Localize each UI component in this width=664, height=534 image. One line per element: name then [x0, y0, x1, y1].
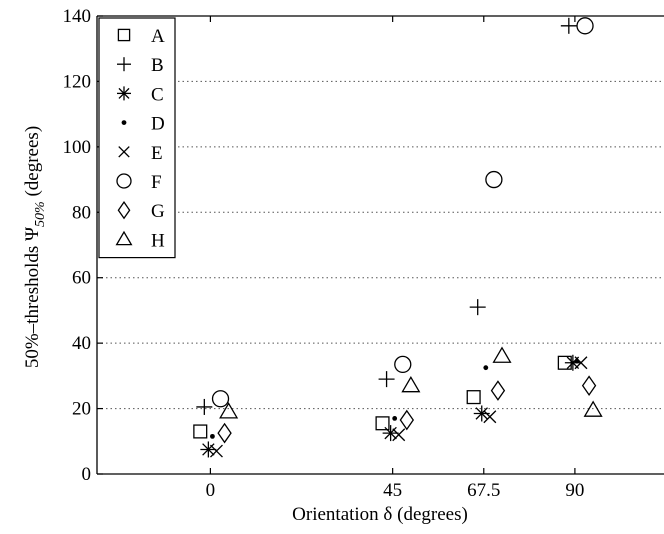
point-d-dot [392, 416, 397, 421]
point-a-square [376, 417, 389, 430]
point-b-plus [196, 399, 212, 415]
legend-label: E [151, 143, 163, 164]
point-g-diamond [583, 376, 596, 394]
y-tick-label: 100 [63, 137, 92, 158]
point-f-circle [213, 391, 229, 407]
grid-layer [97, 81, 664, 408]
point-g-diamond [400, 411, 413, 429]
y-axis-title-main: 50%–thresholds Ψ [22, 227, 43, 368]
point-a-square [194, 425, 207, 438]
y-tick-label: 20 [72, 399, 91, 420]
y-axis-title-subscript: 50% [33, 201, 48, 227]
y-axis-title-unit: (degrees) [22, 126, 43, 201]
x-tick-label: 67.5 [467, 480, 500, 501]
points-layer [194, 18, 602, 458]
y-tick-label: 80 [72, 202, 91, 223]
point-a-square [467, 391, 480, 404]
legend-label: B [151, 55, 164, 76]
point-h-triangle [494, 348, 511, 362]
point-g-diamond [492, 381, 505, 399]
point-f-circle [486, 172, 502, 188]
point-h-triangle [402, 377, 419, 391]
point-f-circle [577, 18, 593, 34]
x-tick-label: 45 [383, 480, 402, 501]
x-tick-label: 0 [206, 480, 216, 501]
point-f-circle [395, 356, 411, 372]
y-tick-label: 120 [63, 71, 92, 92]
point-h-triangle [220, 403, 237, 417]
point-e-x [393, 429, 405, 441]
y-tick-label: 40 [72, 333, 91, 354]
y-axis-title: 50%–thresholds Ψ50% (degrees) [22, 126, 48, 368]
point-d-dot [210, 434, 215, 439]
legend-label: F [151, 172, 162, 193]
legend-label: H [151, 230, 165, 251]
y-tick-label: 60 [72, 268, 91, 289]
legend-label: A [151, 26, 165, 47]
x-axis-title: Orientation δ (degrees) [292, 504, 468, 525]
y-tick-label: 0 [82, 464, 92, 485]
point-b-plus [470, 299, 486, 315]
point-g-diamond [218, 424, 231, 442]
legend-label: D [151, 114, 165, 135]
point-d-dot [483, 365, 488, 370]
legend-label: G [151, 201, 165, 222]
x-tick-label: 90 [565, 480, 584, 501]
legend-label: C [151, 84, 164, 105]
y-tick-label: 140 [63, 6, 92, 27]
point-b-plus [379, 371, 395, 387]
point-e-x [210, 445, 222, 457]
